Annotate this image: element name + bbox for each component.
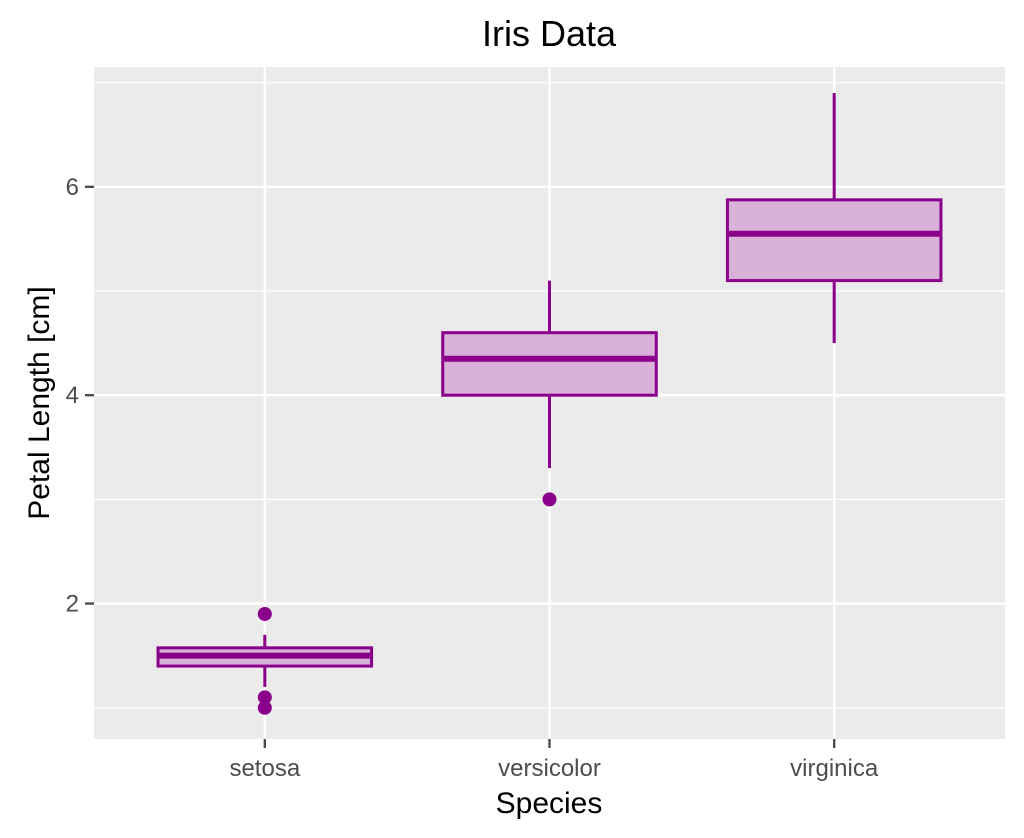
y-axis-title: Petal Length [cm] (23, 286, 56, 519)
outlier-point (257, 700, 272, 715)
x-tick-label: virginica (790, 755, 879, 782)
box-virginica (725, 93, 943, 344)
outlier-point (257, 690, 272, 705)
x-tick-label: setosa (229, 755, 300, 782)
outlier-point (542, 492, 557, 507)
axes: 2 4 6 setosa versicolor virginica (66, 174, 879, 782)
box-versicolor (441, 280, 658, 507)
y-tick-label: 4 (66, 382, 79, 409)
chart-title: Iris Data (482, 13, 617, 54)
x-tick-label: versicolor (498, 755, 601, 782)
box-body (725, 198, 943, 283)
box-setosa (156, 606, 374, 715)
y-tick-label: 2 (66, 591, 79, 618)
outlier-point (257, 606, 272, 621)
boxes (156, 93, 943, 715)
box-body (441, 331, 658, 397)
y-tick-label: 6 (66, 174, 79, 201)
x-axis-title: Species (496, 787, 603, 820)
